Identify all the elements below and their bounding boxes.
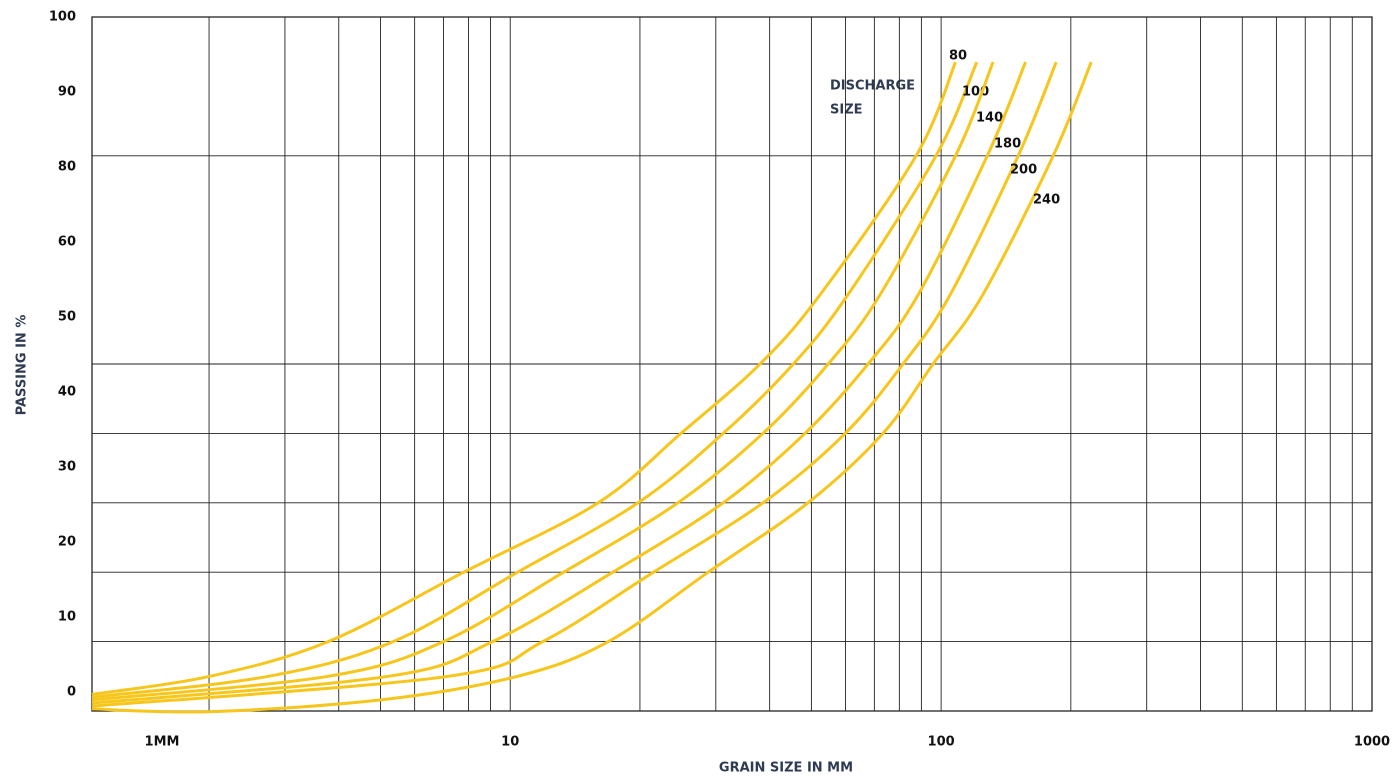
x-tick-label: 10	[501, 735, 519, 750]
y-tick-label: 10	[58, 610, 76, 625]
series-label: 240	[1033, 193, 1060, 208]
y-tick-label: 80	[58, 160, 76, 175]
y-tick-label: 0	[67, 685, 76, 700]
x-tick-label: 100	[928, 735, 955, 750]
series-line	[91, 61, 1058, 708]
series-label: 80	[949, 49, 967, 64]
annotation: SIZE	[830, 103, 863, 118]
y-tick-label: 90	[58, 85, 76, 100]
y-tick-label: 40	[58, 385, 76, 400]
y-tick-label: 20	[58, 535, 76, 550]
series-label: 180	[994, 137, 1021, 152]
y-tick-label: 100	[49, 10, 76, 25]
series-line	[91, 61, 1027, 705]
y-tick-label: 60	[58, 235, 76, 250]
series-label: 140	[976, 111, 1003, 126]
series-line	[91, 61, 1093, 714]
series-line	[91, 61, 979, 699]
annotation: DISCHARGE	[830, 79, 915, 94]
y-tick-label: 50	[58, 310, 76, 325]
y-axis-title: PASSING IN %	[15, 315, 30, 416]
y-tick-label: 30	[58, 460, 76, 475]
series-label: 200	[1010, 163, 1037, 178]
x-axis-title: GRAIN SIZE IN MM	[719, 761, 853, 776]
x-tick-label: 1MM	[145, 735, 180, 750]
series-line	[91, 61, 995, 702]
x-tick-label: 1000	[1354, 735, 1390, 750]
series-line	[91, 61, 957, 696]
